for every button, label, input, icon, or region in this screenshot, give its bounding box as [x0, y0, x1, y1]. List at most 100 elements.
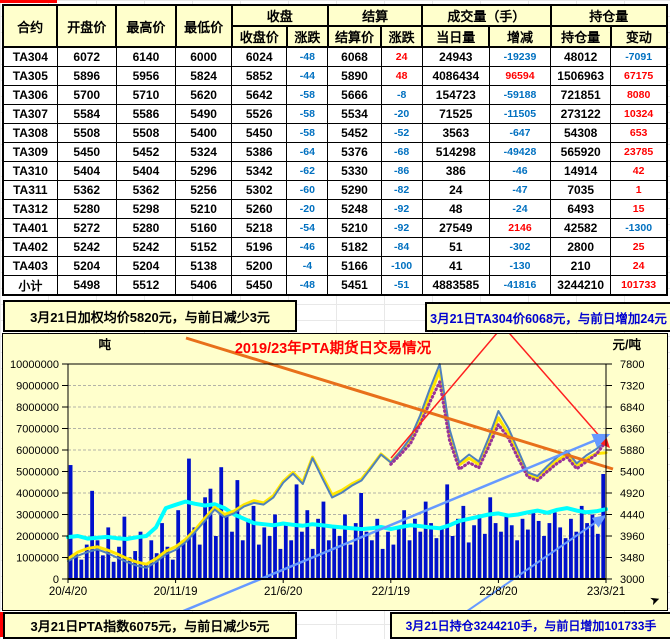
cell-low: 5620	[174, 85, 233, 105]
axis-labels: 0 1000000 2000000 3000000 4000000 5000000 6000…	[10, 337, 644, 598]
cell-volume_chg: -647	[488, 123, 552, 143]
col-header-contract: 合约	[1, 4, 59, 48]
cell-oi_chg: 8080	[610, 85, 668, 105]
cell-volume_chg: -49428	[488, 142, 552, 162]
table-row-TA401: TA401 5272 5280 5160 5218 -54 5210 -92 27549 2146…	[2, 218, 668, 238]
cell-volume: 71525	[421, 104, 490, 124]
futures-table: 合约 开盘价 最高价 最低价 收盘 结算 成交量（手） 持仓量 收盘价 涨跌 结…	[1, 4, 669, 296]
group-header-settle: 结算	[326, 4, 424, 27]
cell-low: 5152	[174, 237, 233, 257]
svg-text:6360: 6360	[620, 424, 644, 436]
svg-text:7000000: 7000000	[16, 424, 59, 436]
cell-close_chg: -48	[286, 46, 329, 67]
cell-open: 5362	[56, 180, 117, 200]
cell-low: 5824	[174, 66, 233, 86]
cell-close_chg: -54	[286, 218, 329, 238]
cell-volume_chg: 2146	[488, 218, 552, 238]
cell-volume: 48	[421, 199, 490, 219]
cell-settle_chg: -86	[380, 161, 423, 181]
cell-oi: 1506963	[550, 66, 612, 86]
futures-table-container: 合约 开盘价 最高价 最低价 收盘 结算 成交量（手） 持仓量 收盘价 涨跌 结…	[1, 4, 669, 296]
cell-volume_chg: -130	[488, 256, 552, 276]
cell-settle: 5290	[327, 180, 382, 200]
cell-high: 5508	[115, 123, 177, 143]
red-top-left-mark	[0, 0, 57, 3]
cell-high: 5512	[115, 275, 177, 296]
cell-close_chg: -60	[286, 180, 329, 200]
cell-settle: 5330	[327, 161, 382, 181]
cell-open: 5272	[56, 218, 117, 238]
cell-high: 5204	[115, 256, 177, 276]
banner-open-interest: 3月21日持仓3244210手，与前日增加101733手	[390, 612, 670, 639]
cell-close: 5260	[231, 199, 288, 219]
line-PTA指数(元/吨)	[67, 363, 607, 569]
cell-volume_chg: -41816	[488, 275, 552, 296]
cell-low: 5400	[174, 123, 233, 143]
cell-open: 5450	[56, 142, 117, 162]
cell-close: 5642	[231, 85, 288, 105]
table-row-TA402: TA402 5242 5242 5152 5196 -46 5182 -84 51 -302 280…	[2, 237, 668, 257]
cell-open: 5584	[56, 104, 117, 124]
cell-settle_chg: -92	[380, 199, 423, 219]
cell-open: 5404	[56, 161, 117, 181]
cell-settle_chg: 48	[380, 66, 423, 86]
svg-text:0: 0	[53, 574, 59, 586]
cell-contract: TA402	[2, 237, 58, 257]
cell-settle: 5452	[327, 123, 382, 143]
cell-volume: 27549	[421, 218, 490, 238]
svg-text:7320: 7320	[620, 381, 644, 393]
cell-volume: 24943	[421, 46, 490, 67]
cell-volume: 4086434	[421, 66, 490, 86]
cell-open: 5896	[56, 66, 117, 86]
cell-settle_chg: -84	[380, 237, 423, 257]
cell-open: 5242	[56, 237, 117, 257]
cell-close_chg: -20	[286, 199, 329, 219]
cell-settle_chg: -52	[380, 123, 423, 143]
svg-text:3960: 3960	[620, 531, 644, 543]
cell-oi_chg: 25	[610, 237, 668, 257]
col-header-settle-price: 结算价	[326, 25, 383, 48]
red-bottom-left-mark	[0, 612, 4, 637]
cell-contract: TA307	[2, 104, 58, 124]
cell-oi: 3244210	[550, 275, 612, 296]
cell-oi_chg: 15	[610, 199, 668, 219]
cell-open: 5700	[56, 85, 117, 105]
col-header-open: 开盘价	[56, 4, 118, 48]
cell-volume: 154723	[421, 85, 490, 105]
banner-weighted-average: 3月21日加权均价5820元，与前日减少3元	[3, 300, 297, 332]
cell-high: 5280	[115, 218, 177, 238]
svg-text:10000000: 10000000	[10, 359, 59, 371]
cell-volume: 41	[421, 256, 490, 276]
svg-text:3000: 3000	[620, 574, 644, 586]
cell-settle: 5666	[327, 85, 382, 105]
cell-oi_chg: 10324	[610, 104, 668, 124]
cell-high: 5452	[115, 142, 177, 162]
cell-oi: 42582	[550, 218, 612, 238]
line-主力合约价(元/吨)	[389, 380, 608, 483]
cell-settle: 5182	[327, 237, 382, 257]
cell-open: 6072	[56, 46, 117, 67]
cell-volume: 4883585	[421, 275, 490, 296]
svg-text:吨: 吨	[98, 337, 111, 352]
table-row-小计: 小计 5498 5512 5406 5450 -48 5451 -51 4883585 -4181…	[2, 275, 668, 296]
cell-close_chg: -48	[286, 275, 329, 296]
cell-volume_chg: -19239	[488, 46, 552, 67]
cell-close: 5852	[231, 66, 288, 86]
cell-settle: 5248	[327, 199, 382, 219]
cell-low: 5490	[174, 104, 233, 124]
cell-settle_chg: -100	[380, 256, 423, 276]
cell-low: 5138	[174, 256, 233, 276]
cell-high: 5298	[115, 199, 177, 219]
pta-chart: 0 1000000 2000000 3000000 4000000 5000000 6000…	[10, 324, 644, 637]
cell-volume_chg: -11505	[488, 104, 552, 124]
table-row-TA305: TA305 5896 5956 5824 5852 -44 5890 48 4086434 965…	[2, 66, 668, 86]
cell-volume_chg: -46	[488, 161, 552, 181]
cell-close: 5450	[231, 123, 288, 143]
cell-low: 5406	[174, 275, 233, 296]
cell-close: 5196	[231, 237, 288, 257]
cell-contract: TA401	[2, 218, 58, 238]
svg-text:3480: 3480	[620, 553, 644, 565]
svg-text:5400: 5400	[620, 467, 644, 479]
svg-text:4440: 4440	[620, 510, 644, 522]
cell-volume_chg: -302	[488, 237, 552, 257]
